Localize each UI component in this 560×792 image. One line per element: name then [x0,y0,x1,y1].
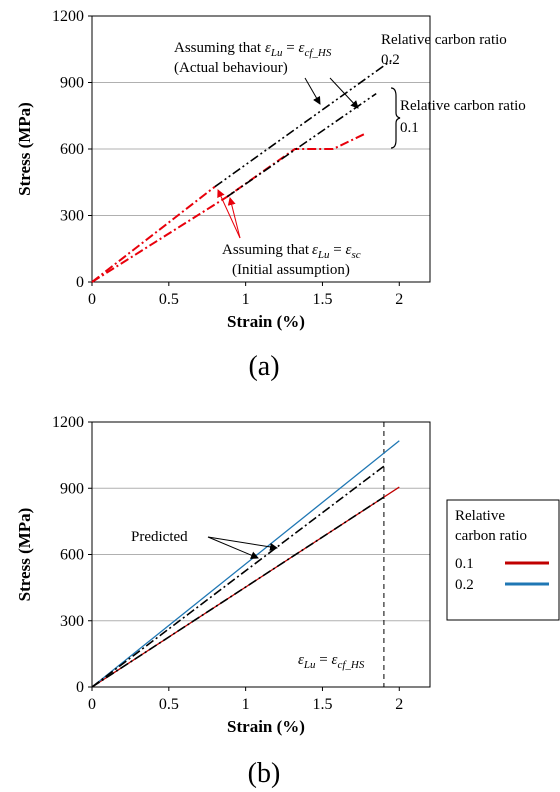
equation-part: = [330,242,346,258]
x-tick-label: 2 [395,696,403,713]
y-tick-label: 600 [60,141,84,158]
equation-part: ε [332,652,338,668]
annotation-actual: Assuming that [174,40,262,56]
equation-part: ε [312,242,318,258]
legend-box [446,499,560,621]
panel-label: (b) [248,758,281,789]
ratio-01-value: 0.1 [400,120,419,136]
y-tick-label: 900 [60,480,84,497]
annotation-initial-note: (Initial assumption) [232,262,350,278]
legend-entry-label: 0.2 [455,577,474,593]
x-tick-label: 0 [88,291,96,308]
equation-part: ε [346,242,352,258]
equation-part: = [283,40,299,56]
equation-part: cf_HS [304,47,331,59]
annotation-initial: Assuming that [222,242,310,258]
series-line-0-1-predicted [91,496,385,688]
y-tick-label: 1200 [52,414,84,431]
y-tick-label: 1200 [52,8,84,25]
arrow-actual-2 [329,77,359,109]
x-tick-label: 1 [242,696,250,713]
x-tick-label: 1 [242,291,250,308]
y-axis-label: Stress (MPa) [15,102,34,196]
x-tick-label: 1.5 [312,291,332,308]
x-axis-label: Strain (%) [227,717,305,736]
equation-part: ε [299,40,305,56]
chart-panel-a: 0 300 600 900 1200 0 0.5 1 1.5 2 Strain (%) Stress … [15,8,526,382]
equation-part: Lu [317,249,330,261]
x-tick-label: 0.5 [159,291,179,308]
equation-part: Lu [303,659,316,671]
arrow-initial-2 [227,197,241,239]
y-tick-label: 300 [60,613,84,630]
legend-title-line1: Relative [455,508,505,524]
y-tick-label: 600 [60,547,84,564]
y-tick-label: 0 [76,679,84,696]
annotation-initial-equation: εLu = εsc [312,242,361,261]
series-line-ratio-02-initial [91,185,216,283]
arrow-predicted-1 [207,536,259,559]
series-line-0-2 [91,440,400,688]
y-axis-label: Stress (MPa) [15,508,34,602]
arrow-predicted-2 [207,536,278,551]
y-tick-label: 0 [76,274,84,291]
ratio-02-value: 0.2 [381,52,400,68]
equation-part: = [316,652,332,668]
ratio-01-label: Relative carbon ratio [400,98,526,114]
limit-label: εLu = εcf_HS [298,652,365,671]
series-line-ratio-02-actual [214,59,393,188]
annotation-actual-note: (Actual behaviour) [174,60,288,76]
ratio-01-brace [390,87,401,149]
legend: Relative carbon ratio 0.1 0.2 [446,499,560,621]
x-tick-label: 2 [395,291,403,308]
arrow-actual-1 [304,77,321,105]
series-line-ratio-01-initial [91,132,366,283]
series-line-0-2-predicted [91,465,385,688]
panel-label: (a) [248,351,279,382]
x-tick-label: 1.5 [312,696,332,713]
legend-title-line2: carbon ratio [455,528,527,544]
x-axis-label: Strain (%) [227,312,305,331]
annotation-actual-equation: εLu = εcf_HS [265,40,332,59]
series-line-ratio-01-actual [226,92,377,198]
y-tick-label: 300 [60,208,84,225]
equation-part: ε [265,40,271,56]
ratio-02-label: Relative carbon ratio [381,32,507,48]
x-tick-label: 0.5 [159,696,179,713]
arrow-initial-1 [217,189,241,239]
legend-entry-label: 0.1 [455,556,474,572]
chart-panel-b: 0 300 600 900 1200 0 0.5 1 1.5 2 Strain (%) Stress … [15,414,560,789]
equation-part: Lu [270,47,283,59]
equation-part: sc [351,249,360,261]
equation-part: cf_HS [337,659,364,671]
y-tick-label: 900 [60,75,84,92]
x-tick-label: 0 [88,696,96,713]
equation-part: ε [298,652,304,668]
predicted-label: Predicted [131,529,188,545]
